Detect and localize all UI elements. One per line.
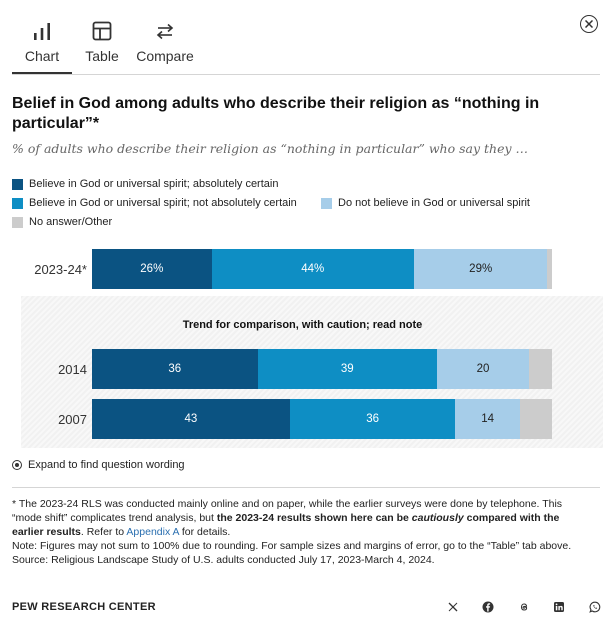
data-label: 29%	[469, 263, 493, 275]
close-icon	[585, 20, 593, 28]
legend-swatch-certain	[12, 178, 23, 190]
bar-segment-no-answer	[547, 249, 552, 289]
compare-arrows-icon	[156, 23, 174, 40]
legend-item-not-believe: Do not believe in God or universal spiri…	[321, 197, 530, 209]
mode-shift-note: * The 2023-24 RLS was conducted mainly o…	[12, 497, 590, 539]
tab-compare[interactable]: Compare	[132, 14, 198, 74]
legend-item-not-certain: Believe in God or universal spirit; not …	[12, 197, 297, 209]
source-note: Source: Religious Landscape Study of U.S…	[12, 554, 435, 566]
expand-question-wording[interactable]: Expand to find question wording	[12, 459, 185, 471]
row-label: 2014	[58, 362, 87, 377]
data-label: 36	[168, 363, 182, 375]
bar-segment-not-certain: 44%	[211, 249, 414, 289]
chart-notes: * The 2023-24 RLS was conducted mainly o…	[12, 497, 590, 567]
legend-label-not-certain: Believe in God or universal spirit; not …	[29, 197, 297, 209]
legend-swatch-no-answer	[12, 216, 23, 228]
row-label: 2007	[58, 412, 87, 427]
data-label: 39	[340, 363, 354, 375]
bar-segment-not-believe: 29%	[414, 249, 548, 289]
x-twitter-icon[interactable]	[447, 601, 459, 613]
note-bold-a: the 2023-24 results shown here can be	[216, 512, 412, 524]
tabs-divider	[12, 74, 600, 75]
linkedin-icon[interactable]	[553, 601, 565, 613]
data-label: 44%	[301, 263, 325, 275]
expand-circle-icon	[12, 460, 22, 470]
data-label: 43	[184, 413, 198, 425]
bar-segment-certain: 26%	[92, 249, 212, 289]
brand-logo-text: PEW RESEARCH CENTER	[12, 601, 156, 613]
data-label: 14	[481, 413, 494, 425]
tab-compare-label: Compare	[136, 48, 194, 64]
row-label: 2023-24*	[34, 262, 87, 277]
caution-note: Trend for comparison, with caution; read…	[182, 319, 423, 331]
data-label: 20	[476, 363, 490, 375]
rounding-note: Note: Figures may not sum to 100% due to…	[12, 540, 572, 552]
note-bold: the 2023-24 results shown here can be ca…	[12, 512, 559, 538]
legend-label-no-answer: No answer/Other	[29, 216, 113, 228]
bar-segment-not-certain: 36	[289, 399, 456, 439]
legend-swatch-not-believe	[321, 197, 332, 209]
bar-segment-not-believe: 14	[455, 399, 520, 439]
facebook-icon[interactable]	[482, 601, 494, 613]
legend-swatch-not-certain	[12, 197, 23, 209]
notes-divider	[12, 487, 600, 488]
chart-subtitle: % of adults who describe their religion …	[12, 141, 529, 156]
tab-table[interactable]: Table	[72, 14, 132, 74]
legend-item-certain: Believe in God or universal spirit; abso…	[12, 178, 278, 190]
view-tabs: Chart Table Compare	[12, 14, 198, 74]
close-button[interactable]	[580, 15, 598, 33]
tab-table-label: Table	[85, 48, 119, 64]
bar-segment-certain: 43	[92, 399, 290, 439]
whatsapp-icon[interactable]	[589, 601, 601, 613]
note-italic: cautiously	[411, 512, 464, 524]
tab-chart-label: Chart	[24, 48, 60, 64]
bar-chart-icon	[34, 23, 50, 40]
legend-label-not-believe: Do not believe in God or universal spiri…	[338, 197, 530, 209]
note-text-c: for details.	[178, 526, 231, 538]
tab-chart[interactable]: Chart	[12, 14, 72, 74]
legend-label-certain: Believe in God or universal spirit; abso…	[29, 178, 279, 190]
threads-icon[interactable]	[518, 601, 530, 613]
bar-segment-no-answer	[529, 349, 552, 389]
note-text-b: . Refer to	[80, 526, 127, 538]
data-label: 36	[366, 413, 379, 425]
bar-segment-no-answer	[519, 399, 552, 439]
legend-item-no-answer: No answer/Other	[12, 216, 112, 228]
table-icon	[92, 21, 112, 41]
appendix-link[interactable]: Appendix A	[126, 526, 179, 538]
bar-segment-certain: 36	[92, 349, 258, 389]
data-label: 26%	[140, 263, 164, 275]
bar-segment-not-believe: 20	[437, 349, 529, 389]
chart-title: Belief in God among adults who describe …	[12, 95, 540, 132]
bar-segment-not-certain: 39	[257, 349, 437, 389]
expand-label: Expand to find question wording	[28, 459, 185, 471]
note-text: * The 2023-24 RLS was conducted mainly o…	[12, 498, 563, 524]
note-bold-b: compared with the earlier results	[12, 512, 560, 538]
